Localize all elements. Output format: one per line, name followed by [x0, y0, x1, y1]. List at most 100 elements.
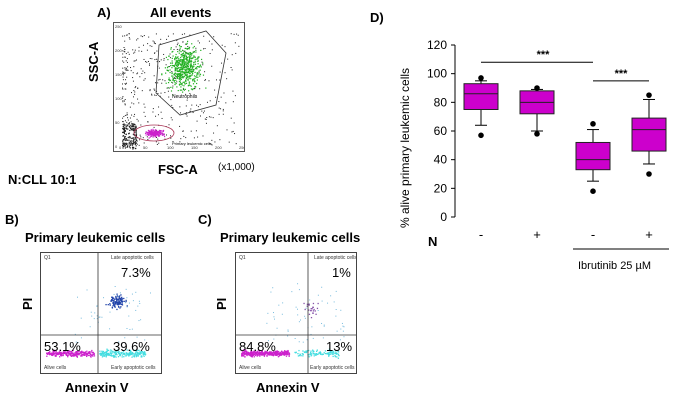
sparse-dot [333, 301, 335, 303]
neutrophil-dot [197, 60, 199, 62]
event-dot [146, 49, 148, 51]
event-dot [126, 61, 128, 63]
event-dot [126, 114, 128, 116]
leukemic-dot [150, 135, 152, 137]
event-dot [154, 43, 156, 45]
alive-dot [264, 350, 266, 352]
event-dot [163, 53, 165, 55]
neutrophil-dot [180, 74, 182, 77]
alive-dot [280, 354, 283, 356]
neutrophil-dot [161, 73, 163, 75]
panel-b-title: Primary leukemic cells [25, 230, 166, 245]
debris-dot [128, 146, 130, 148]
neutrophil-dot [197, 63, 199, 65]
early-dot [104, 353, 107, 355]
event-dot [122, 83, 124, 85]
event-dot [146, 61, 148, 63]
neutrophil-dot [185, 61, 188, 63]
late-dot [308, 304, 310, 306]
alive-dot [250, 354, 252, 356]
sparse-dot [323, 325, 325, 327]
sparse-dot [96, 315, 98, 317]
neutrophil-dot [175, 77, 177, 79]
event-dot [143, 58, 145, 60]
event-dot [192, 68, 194, 70]
event-dot [151, 58, 153, 60]
alive-dot [278, 355, 281, 357]
alive-dot [261, 351, 263, 353]
event-dot [186, 99, 188, 101]
event-dot [128, 33, 130, 35]
early-dot [124, 352, 126, 355]
early-dot [112, 355, 115, 357]
neutrophil-dot [190, 60, 192, 62]
neutrophil-dot [176, 61, 178, 63]
event-dot [182, 130, 184, 132]
neutrophil-dot [188, 68, 190, 70]
alive-dot [55, 352, 57, 354]
neutrophil-dot [189, 68, 191, 70]
event-dot [211, 144, 213, 146]
event-dot [211, 139, 213, 141]
event-dot [168, 96, 170, 98]
event-dot [132, 80, 134, 82]
event-dot [199, 104, 201, 106]
late-dot [117, 296, 119, 298]
early-dot [132, 353, 135, 355]
sparse-dot [340, 328, 342, 330]
event-dot [219, 139, 221, 141]
neutrophil-dot [168, 55, 170, 57]
debris-dot [123, 128, 125, 130]
neutrophil-dot [175, 67, 177, 69]
leukemic-dot [156, 133, 159, 135]
event-dot [160, 92, 162, 94]
alive-dot [242, 353, 245, 355]
alive-dot [281, 350, 283, 353]
sparse-dot [327, 302, 329, 304]
neutrophil-dot [195, 49, 197, 51]
alive-dot [68, 350, 71, 352]
neutrophil-dot [186, 68, 189, 70]
early-dot [328, 355, 330, 357]
neutrophil-dot [181, 60, 184, 62]
event-dot [165, 64, 167, 66]
neutrophil-dot [195, 76, 197, 78]
alive-dot [242, 355, 244, 357]
sparse-dot [124, 302, 126, 304]
event-dot [233, 33, 235, 35]
early-dot [295, 352, 297, 354]
early-dot [115, 356, 117, 358]
late-dot [308, 303, 310, 305]
event-dot [208, 80, 210, 82]
debris-dot [129, 126, 131, 128]
box [575, 141, 611, 171]
event-dot [204, 118, 206, 120]
event-dot [205, 122, 207, 124]
debris-dot [125, 127, 128, 129]
debris-dot [135, 131, 137, 133]
neutrophil-dot [169, 79, 171, 82]
early-dot [337, 354, 340, 356]
early-dot [312, 351, 314, 353]
alive-dot [280, 351, 282, 354]
debris-dot [127, 125, 129, 127]
event-dot [124, 51, 126, 53]
event-dot [123, 74, 125, 76]
early-dot [105, 351, 107, 354]
event-dot [126, 121, 128, 123]
late-dot [114, 301, 116, 303]
debris-dot [123, 132, 125, 134]
alive-dot [73, 352, 75, 354]
event-dot [124, 72, 126, 74]
event-dot [144, 78, 146, 80]
event-dot [155, 115, 157, 117]
event-dot [218, 113, 220, 115]
event-dot [189, 93, 191, 95]
neutrophil-dot [194, 63, 197, 65]
alive-dot [85, 353, 88, 355]
event-dot [228, 141, 230, 143]
alive-dot [60, 352, 62, 355]
early-dot [331, 352, 334, 354]
event-dot [201, 61, 203, 63]
early-dot [315, 350, 318, 352]
